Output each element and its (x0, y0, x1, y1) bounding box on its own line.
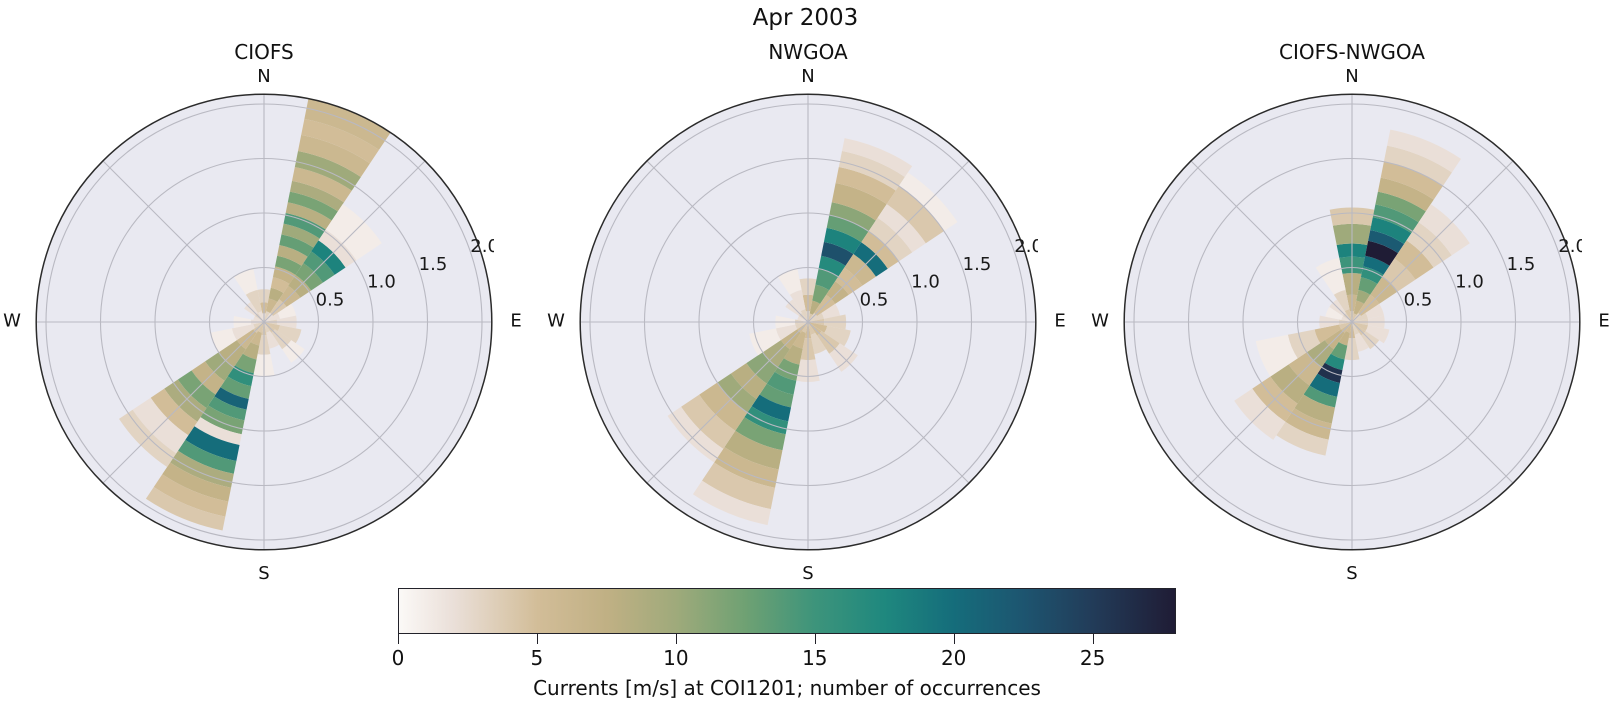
compass-label-south: S (1346, 563, 1358, 584)
compass-label-west: W (547, 310, 565, 332)
compass-label-east: E (1598, 310, 1610, 332)
subplot-ciofs-nwgoa: CIOFS-NWGOA N S W E 0.5 1.0 1.5 2.0 (1091, 40, 1610, 584)
colorbar-tick-label: 0 (391, 646, 405, 670)
colorbar-tick-mark (814, 634, 817, 644)
radial-tick-label: 1.5 (1507, 254, 1536, 275)
colorbar: 0 5 10 15 20 25 Currents [m/s] at COI1201; nu… (392, 588, 1176, 700)
current-rose-plot-ciofs-nwgoa: 0.5 1.0 1.5 2.0 (1123, 93, 1582, 551)
radial-tick-label: 1.0 (911, 272, 940, 293)
colorbar-tick-mark (536, 634, 539, 644)
subplot-title-ciofs: CIOFS (234, 40, 294, 64)
radial-tick-label: 0.5 (860, 289, 889, 310)
compass-label-north: N (801, 66, 815, 87)
compass-label-north: N (257, 66, 271, 87)
radial-tick-label: 0.5 (1404, 289, 1433, 310)
current-rose-plot-nwgoa: 0.5 1.0 1.5 2.0 (579, 93, 1038, 551)
subplot-title-ciofs-nwgoa: CIOFS-NWGOA (1279, 40, 1425, 64)
radial-tick-label: 1.5 (963, 254, 992, 275)
colorbar-tick-mark (953, 634, 956, 644)
radial-tick-label: 1.5 (419, 254, 448, 275)
colorbar-axis-label: Currents [m/s] at COI1201; number of occ… (533, 676, 1041, 700)
subplot-nwgoa: NWGOA N S W E 0.5 1.0 1.5 2.0 (547, 40, 1066, 584)
compass-label-east: E (1054, 310, 1066, 332)
compass-label-east: E (510, 310, 522, 332)
colorbar-tick-mark (675, 634, 678, 644)
compass-label-north: N (1345, 66, 1359, 87)
subplot-title-nwgoa: NWGOA (768, 40, 848, 64)
radial-tick-label: 0.5 (316, 289, 345, 310)
colorbar-tick-mark (1092, 634, 1094, 644)
compass-label-south: S (258, 563, 270, 584)
compass-label-west: W (1091, 310, 1109, 332)
compass-label-west: W (3, 310, 21, 332)
compass-label-south: S (802, 563, 814, 584)
radial-tick-label: 2.0 (1014, 236, 1038, 257)
colorbar-tick-label: 15 (802, 646, 828, 670)
colorbar-tick-label: 10 (663, 646, 689, 670)
colorbar-tick-label: 20 (940, 646, 967, 670)
colorbar-tick-mark (398, 634, 400, 644)
figure-suptitle: Apr 2003 (752, 5, 859, 31)
radial-tick-label: 1.0 (1455, 272, 1484, 293)
current-rose-plot-ciofs: 0.5 1.0 1.5 2.0 (35, 93, 494, 551)
subplot-ciofs: CIOFS N S W E 0.5 1.0 1.5 2.0 (3, 40, 522, 584)
colorbar-tick-label: 5 (530, 646, 544, 670)
colorbar-tick-label: 25 (1079, 646, 1106, 670)
radial-tick-label: 2.0 (470, 236, 494, 257)
colorbar-gradient (398, 588, 1176, 634)
radial-tick-label: 2.0 (1558, 236, 1582, 257)
radial-tick-label: 1.0 (367, 272, 396, 293)
